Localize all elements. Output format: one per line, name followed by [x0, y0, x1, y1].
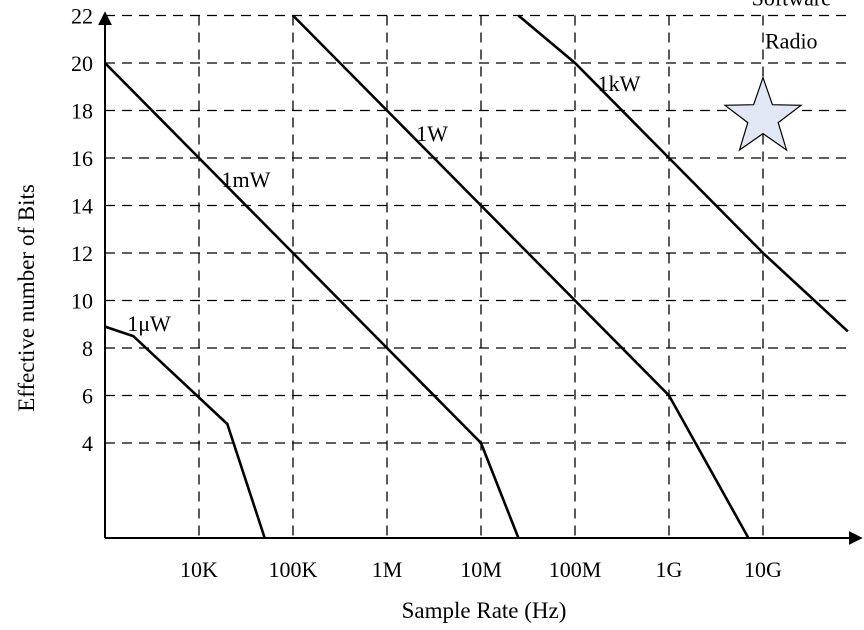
series-line-2 — [104, 62, 520, 539]
y-tick-label: 18 — [71, 99, 93, 124]
y-tick-label: 14 — [71, 194, 93, 219]
x-tick-label: 1M — [372, 557, 403, 582]
x-tick-label: 100K — [269, 557, 318, 582]
series-label-1: 1μW — [127, 311, 171, 336]
x-tick-label: 1G — [656, 557, 683, 582]
axes-layer — [98, 11, 863, 545]
y-tick-label: 4 — [82, 431, 93, 456]
x-tick-label: 100M — [549, 557, 602, 582]
annotation-text-1: Software — [752, 0, 831, 11]
tick-labels: 4 6 8 10 12 14 16 18 20 22 10K 100K 1M 10M 100M 1G 10G — [71, 4, 782, 583]
y-tick-label: 10 — [71, 289, 93, 314]
annotations: Software Radio — [723, 0, 831, 152]
y-tick-label: 22 — [71, 4, 93, 29]
star-icon — [723, 75, 803, 152]
series-layer: 1μW 1mW 1W 1kW — [104, 14, 849, 539]
y-tick-label: 8 — [82, 336, 93, 361]
y-axis-title: Effective number of Bits — [14, 184, 39, 412]
x-tick-label: 10M — [460, 557, 502, 582]
series-line-4 — [517, 14, 849, 333]
x-tick-label: 10K — [180, 557, 218, 582]
y-tick-label: 20 — [71, 51, 93, 76]
y-tick-label: 12 — [71, 241, 93, 266]
x-tick-label: 10G — [744, 557, 782, 582]
series-label-4: 1kW — [598, 71, 641, 96]
series-line-3 — [292, 14, 750, 539]
y-tick-label: 6 — [82, 384, 93, 409]
series-label-3: 1W — [416, 121, 448, 146]
x-axis-title: Sample Rate (Hz) — [402, 598, 567, 623]
annotation-text-2: Radio — [765, 28, 818, 53]
grid-layer — [105, 14, 848, 538]
series-label-2: 1mW — [222, 167, 271, 192]
series-line-1 — [104, 325, 266, 539]
y-tick-label: 16 — [71, 146, 93, 171]
